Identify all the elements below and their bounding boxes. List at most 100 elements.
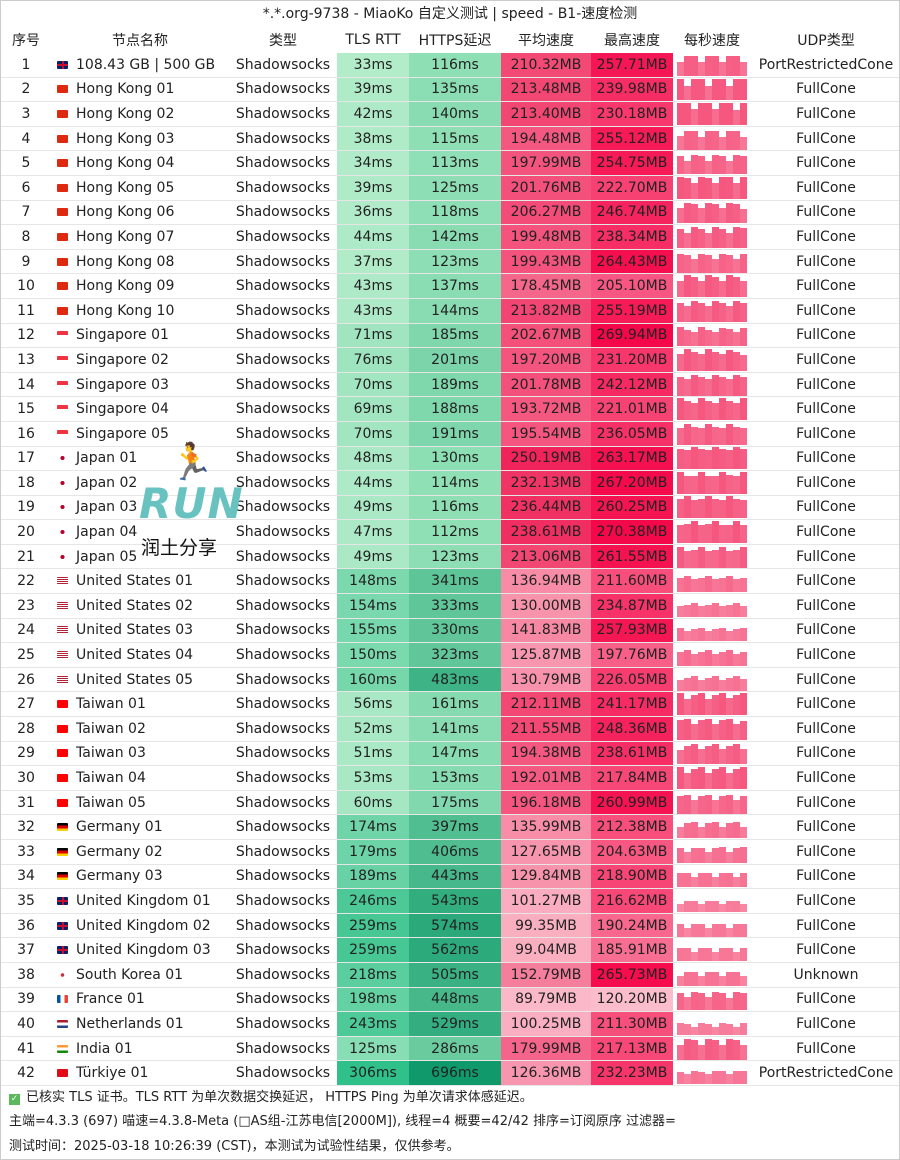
https-latency: 115ms: [409, 126, 501, 152]
sparkline-bar: [726, 604, 733, 617]
sparkline-bar: [740, 826, 747, 839]
sparkline-bar: [740, 679, 747, 691]
sparkline-bar: [691, 923, 698, 937]
sparkline-bar: [684, 997, 691, 1011]
sparkline-bar: [733, 476, 740, 494]
tls-rtt: 150ms: [337, 642, 409, 668]
avg-speed: 206.27MB: [501, 200, 591, 226]
speed-sparkline: [673, 396, 751, 422]
sparkline-bar: [691, 992, 698, 1011]
max-speed: 218.90MB: [591, 864, 673, 890]
sparkline-bar: [684, 524, 691, 544]
https-latency: 323ms: [409, 642, 501, 668]
avg-speed: 89.79MB: [501, 987, 591, 1013]
node-name: Taiwan 04: [51, 765, 229, 791]
row-index: 28: [1, 716, 51, 742]
sparkline-bar: [733, 877, 740, 888]
sparkline-bar: [726, 900, 733, 912]
sparkline-bar: [677, 992, 684, 1011]
row-index: 18: [1, 470, 51, 496]
node-name: India 01: [51, 1036, 229, 1062]
avg-speed: 99.35MB: [501, 913, 591, 939]
max-speed: 260.25MB: [591, 495, 673, 521]
sparkline-bar: [698, 155, 705, 175]
max-speed: 267.20MB: [591, 470, 673, 496]
avg-speed: 232.13MB: [501, 470, 591, 496]
speed-sparkline: [673, 323, 751, 349]
https-latency: 397ms: [409, 814, 501, 840]
sparkline-bar: [684, 1039, 691, 1060]
flag-tr-icon: [57, 1069, 68, 1078]
sparkline-bar: [698, 398, 705, 421]
sparkline-bar: [705, 1074, 712, 1085]
sparkline-bar: [684, 202, 691, 224]
https-latency: 543ms: [409, 888, 501, 914]
udp-type: FullCone: [751, 691, 899, 718]
sparkline-bar: [705, 604, 712, 617]
sparkline-bar: [733, 822, 740, 839]
node-name-text: Singapore 01: [76, 327, 169, 344]
sparkline-bar: [733, 55, 740, 76]
node-name: Hong Kong 08: [51, 249, 229, 275]
node-type: Shadowsocks: [229, 544, 337, 570]
node-name-text: United States 01: [76, 573, 194, 590]
max-speed: 260.99MB: [591, 790, 673, 816]
sparkline-bar: [698, 471, 705, 494]
column-header: HTTPS延迟: [418, 33, 492, 49]
results-table: 序号 节点名称 类型 TLS RTT HTTPS延迟 平均速度 最高速度 每秒速度 UDP类型 …: [1, 27, 899, 1086]
sparkline-bar: [684, 971, 691, 986]
node-type: Shadowsocks: [229, 224, 337, 250]
tls-rtt: 51ms: [337, 741, 409, 767]
sparkline-bar: [740, 281, 747, 298]
sparkline-bar: [726, 400, 733, 421]
https-latency: 286ms: [409, 1036, 501, 1062]
sparkline-bar: [677, 449, 684, 470]
sparkline-bar: [691, 629, 698, 642]
sparkline-bar: [726, 575, 733, 593]
udp-type: FullCone: [751, 519, 899, 545]
sparkline-bar: [684, 823, 691, 839]
row-index: 36: [1, 913, 51, 939]
sparkline-bar: [691, 374, 698, 396]
sparkline-bar: [733, 653, 740, 667]
sparkline-bar: [698, 524, 705, 544]
column-header: 类型: [269, 33, 297, 49]
sparkline-bar: [684, 475, 691, 494]
sparkline-bar: [705, 872, 712, 888]
https-latency: 153ms: [409, 765, 501, 791]
tls-rtt: 148ms: [337, 568, 409, 595]
row-index: 9: [1, 249, 51, 275]
udp-type: FullCone: [751, 765, 899, 791]
node-name-text: Hong Kong 07: [76, 228, 175, 245]
sparkline-bar: [684, 551, 691, 568]
sparkline-bar: [691, 277, 698, 298]
sparkline-bar: [684, 948, 691, 962]
node-name-text: Hong Kong 09: [76, 278, 175, 295]
speed-sparkline: [673, 372, 751, 398]
sparkline-bar: [684, 900, 691, 912]
sparkline-bar: [677, 924, 684, 937]
window-title: *.*.org-9738 - MiaoKo 自定义测试 | speed - B1…: [262, 6, 638, 22]
node-name: Hong Kong 02: [51, 101, 229, 127]
speed-sparkline: [673, 765, 751, 791]
speed-sparkline: [673, 987, 751, 1013]
row-index: 29: [1, 741, 51, 767]
sparkline-bar: [733, 695, 740, 716]
sparkline-bar: [698, 136, 705, 150]
sparkline-bar: [705, 102, 712, 125]
avg-speed: 179.99MB: [501, 1036, 591, 1062]
table-row: 2 Hong Kong 01 Shadowsocks 39ms 135ms 213.48M…: [1, 77, 899, 103]
sparkline-bar: [726, 232, 733, 248]
tls-rtt: 70ms: [337, 372, 409, 398]
https-latency: 406ms: [409, 839, 501, 865]
table-row: 1 108.43 GB | 500 GB Shadowsocks 33ms 116ms 2…: [1, 53, 899, 78]
speed-sparkline: [673, 273, 751, 299]
sparkline-bar: [677, 79, 684, 101]
node-name: Japan 02: [51, 470, 229, 496]
node-type: Shadowsocks: [229, 568, 337, 595]
tls-rtt: 306ms: [337, 1060, 409, 1086]
row-index: 30: [1, 765, 51, 791]
sparkline-bar: [677, 873, 684, 888]
sparkline-bar: [733, 521, 740, 544]
